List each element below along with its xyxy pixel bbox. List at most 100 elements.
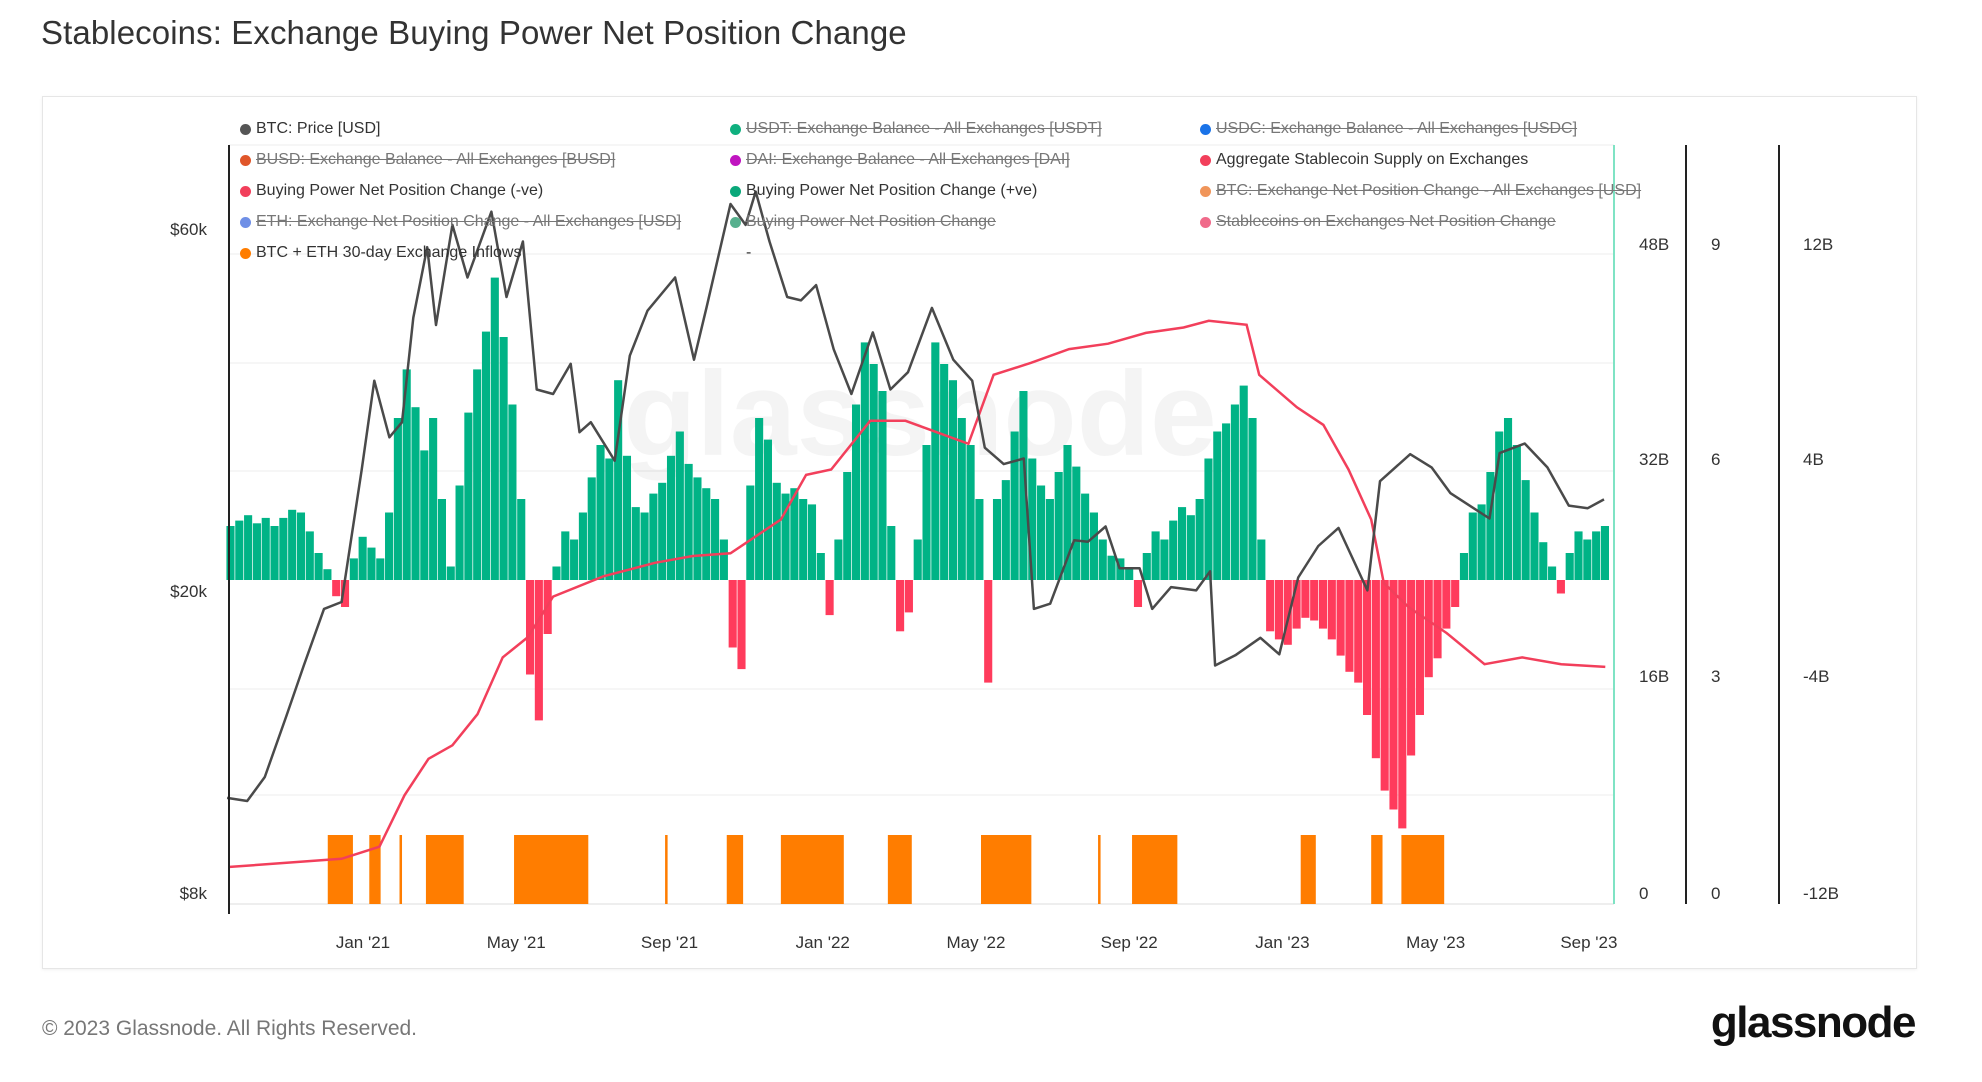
positive-bar xyxy=(376,558,385,580)
negative-bar xyxy=(825,580,834,616)
y-tick-label-price: $20k xyxy=(170,582,207,601)
negative-bar xyxy=(1380,580,1389,791)
x-tick-label: May '23 xyxy=(1406,933,1466,952)
y-tick-label-net-position: 12B xyxy=(1803,235,1834,254)
positive-bar xyxy=(869,364,878,580)
negative-bar xyxy=(904,580,913,613)
positive-bar xyxy=(605,458,614,580)
positive-bar xyxy=(1001,480,1010,580)
glassnode-logo: glassnode xyxy=(1710,998,1917,1047)
inflow-bar xyxy=(327,835,353,904)
positive-bar xyxy=(323,569,332,580)
positive-bar xyxy=(1583,539,1592,580)
legend-item[interactable]: BUSD: Exchange Balance - All Exchanges [… xyxy=(240,151,615,169)
btc-price-line xyxy=(226,190,1605,803)
legend-item[interactable]: DAI: Exchange Balance - All Exchanges [D… xyxy=(730,151,1070,169)
y-tick-label-supply: 0 xyxy=(1639,884,1649,903)
negative-bar xyxy=(1274,580,1284,640)
positive-bar xyxy=(305,531,314,580)
positive-bar xyxy=(860,342,869,580)
positive-bar xyxy=(1213,431,1222,580)
positive-bar xyxy=(367,547,376,580)
x-tick-label: Jan '21 xyxy=(335,933,391,952)
legend-item[interactable]: - xyxy=(746,244,751,262)
positive-bar xyxy=(1477,504,1486,580)
chart-panel xyxy=(42,96,1917,969)
positive-bar xyxy=(772,482,781,580)
positive-bar xyxy=(658,482,667,580)
legend-item[interactable]: BTC: Exchange Net Position Change - All … xyxy=(1200,182,1641,200)
x-tick-label: Jan '22 xyxy=(795,933,850,952)
y-tick-label-price: $60k xyxy=(170,220,207,239)
positive-bar xyxy=(702,488,711,580)
negative-bar xyxy=(1371,580,1380,759)
legend-item[interactable]: USDT: Exchange Balance - All Exchanges [… xyxy=(730,120,1102,138)
positive-bar xyxy=(1468,512,1477,580)
legend-label: USDC: Exchange Balance - All Exchanges [… xyxy=(1216,120,1578,137)
positive-bar xyxy=(675,431,684,580)
legend-item[interactable]: USDC: Exchange Balance - All Exchanges [… xyxy=(1200,120,1577,138)
negative-bar xyxy=(1318,580,1328,629)
negative-bar xyxy=(1442,580,1451,629)
y-tick-label-inflows: 6 xyxy=(1711,450,1721,469)
legend-item[interactable]: ETH: Exchange Net Position Change - All … xyxy=(240,213,681,231)
positive-bar xyxy=(578,512,587,580)
positive-bar xyxy=(834,539,843,580)
legend-dot-icon xyxy=(1200,216,1211,228)
legend-item[interactable]: Buying Power Net Position Change xyxy=(730,213,996,231)
legend-item[interactable]: BTC + ETH 30-day Exchange Inflows xyxy=(240,244,521,262)
positive-bar xyxy=(561,531,570,580)
positive-bar xyxy=(992,499,1002,580)
positive-bar xyxy=(1186,515,1195,580)
negative-bar xyxy=(1556,580,1565,594)
positive-bar xyxy=(1565,553,1574,580)
legend-label: Buying Power Net Position Change (+ve) xyxy=(746,182,1038,199)
positive-bar xyxy=(570,539,579,580)
positive-bar xyxy=(279,517,288,580)
positive-bar xyxy=(1204,458,1213,580)
positive-bar xyxy=(1539,542,1548,580)
negative-bar xyxy=(1292,580,1301,629)
y-tick-label-net-position: -12B xyxy=(1803,884,1839,903)
positive-bar xyxy=(1592,531,1601,580)
legend-dot-icon xyxy=(240,154,251,166)
legend-item[interactable]: BTC: Price [USD] xyxy=(240,120,380,138)
positive-bar xyxy=(851,404,861,580)
positive-bar xyxy=(552,566,561,580)
x-tick-label: Sep '23 xyxy=(1560,933,1618,952)
series-lines xyxy=(226,190,1606,869)
y-tick-label-inflows: 0 xyxy=(1711,884,1721,903)
footer-copyright: © 2023 Glassnode. All Rights Reserved. xyxy=(42,1017,418,1040)
negative-bar xyxy=(1398,580,1407,829)
positive-bar xyxy=(252,523,261,580)
positive-bar xyxy=(746,485,755,580)
legend-item[interactable]: Aggregate Stablecoin Supply on Exchanges xyxy=(1200,151,1528,169)
legend-item[interactable]: Buying Power Net Position Change (+ve) xyxy=(730,182,1037,200)
positive-bar xyxy=(587,477,596,580)
negative-bar xyxy=(728,580,737,648)
positive-bar xyxy=(931,342,940,580)
positive-bar xyxy=(473,369,482,580)
inflow-bar xyxy=(1401,835,1445,904)
y-tick-label-supply: 48B xyxy=(1639,235,1670,254)
positive-bar xyxy=(843,472,852,580)
negative-bar xyxy=(525,580,535,675)
positive-bar xyxy=(719,539,728,580)
legend-item[interactable]: Buying Power Net Position Change (-ve) xyxy=(240,182,543,200)
positive-bar xyxy=(270,526,279,580)
legend-label: - xyxy=(746,244,752,261)
legend-dot-icon xyxy=(730,123,741,135)
positive-bar xyxy=(385,512,394,580)
positive-bar xyxy=(393,418,402,580)
positive-bar xyxy=(957,418,966,580)
inflow-bars xyxy=(327,835,1445,904)
negative-bar xyxy=(1301,580,1310,618)
legend-item[interactable]: Stablecoins on Exchanges Net Position Ch… xyxy=(1200,213,1556,231)
negative-bar xyxy=(1433,580,1442,659)
positive-bar xyxy=(1169,520,1178,580)
positive-bar xyxy=(711,499,720,580)
positive-bar xyxy=(420,450,429,580)
positive-bar xyxy=(1521,480,1530,580)
legend-dot-icon xyxy=(240,123,251,135)
positive-bar xyxy=(596,445,605,580)
